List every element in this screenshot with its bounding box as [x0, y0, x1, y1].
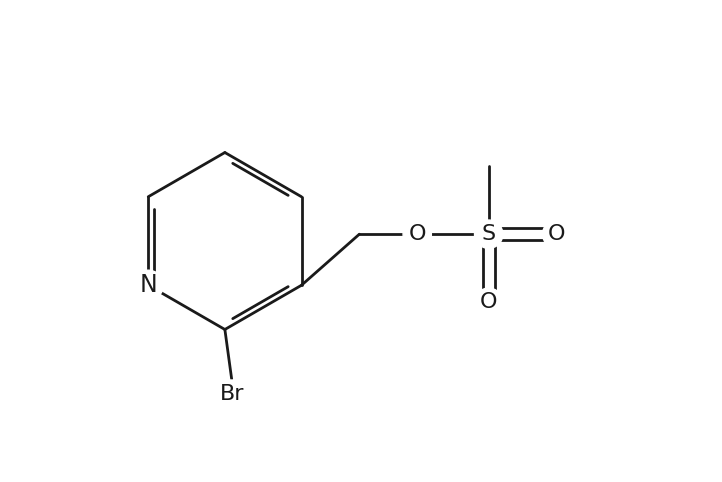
Text: Br: Br	[219, 384, 244, 404]
Text: O: O	[409, 224, 426, 244]
Text: N: N	[139, 273, 157, 297]
Circle shape	[133, 270, 163, 300]
Circle shape	[217, 380, 245, 408]
Circle shape	[474, 220, 503, 248]
Circle shape	[474, 288, 503, 316]
Text: O: O	[480, 292, 497, 312]
Circle shape	[403, 220, 431, 248]
Circle shape	[542, 220, 571, 248]
Text: S: S	[482, 224, 496, 244]
Text: O: O	[548, 224, 565, 244]
